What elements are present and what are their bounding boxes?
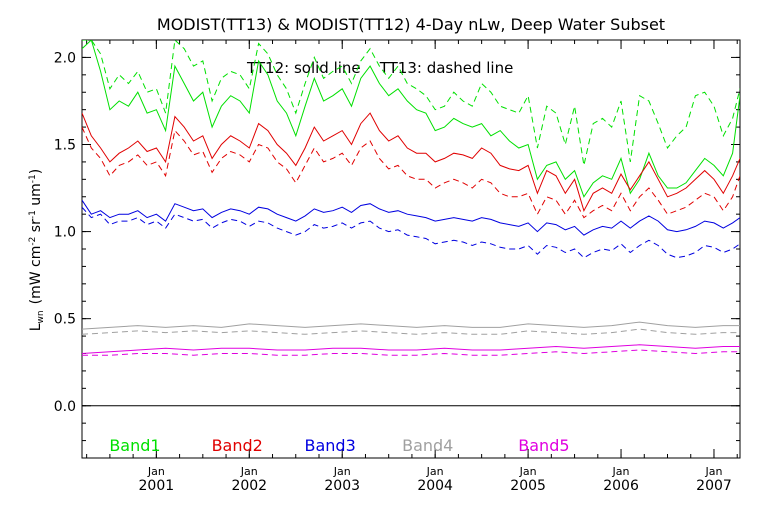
x-tick-year-label: 2005 (510, 478, 546, 494)
y-axis-label-sup-3: -1 (28, 174, 38, 183)
legend: Band1 Band2 Band3 Band4 Band5 (109, 436, 569, 455)
y-tick-label: 2.0 (54, 50, 76, 66)
band3-solid-line (82, 199, 740, 236)
plot-frame (81, 39, 741, 459)
band5-dashed-line (82, 349, 740, 356)
legend-band5: Band5 (518, 436, 569, 455)
x-tick-year-label: 2006 (603, 478, 639, 494)
band5-solid-line (82, 344, 740, 354)
legend-band1: Band1 (109, 436, 160, 455)
y-axis: 0.0 0.5 1.0 1.5 2.0 (54, 39, 740, 459)
x-axis: Jan2001Jan2002Jan2003Jan2004Jan2005Jan20… (86, 40, 738, 494)
x-tick-month-label: Jan (240, 465, 258, 478)
x-tick-year-label: 2003 (324, 478, 360, 494)
y-axis-label-units: (mW cm (28, 246, 44, 305)
chart-title: MODIST(TT13) & MODIST(TT12) 4-Day nLw, D… (157, 15, 665, 34)
band2-solid-line (82, 112, 740, 213)
series-layer (82, 40, 740, 356)
y-axis-label-sr: sr (28, 219, 44, 237)
y-axis-label-subscript: wn (36, 310, 46, 323)
band1-dashed-line (82, 40, 740, 166)
x-tick-year-label: 2001 (139, 478, 175, 494)
y-tick-label: 1.5 (54, 138, 76, 154)
x-tick-year-label: 2004 (417, 478, 453, 494)
x-tick-month-label: Jan (426, 465, 444, 478)
x-tick-month-label: Jan (147, 465, 165, 478)
y-axis-label-symbol: L (28, 323, 44, 331)
x-tick-year-label: 2002 (231, 478, 267, 494)
band4-dashed-line (82, 328, 740, 335)
y-tick-label: 0.0 (54, 399, 76, 415)
y-axis-label-um: um (28, 183, 44, 210)
y-axis-label-sup-1: -2 (28, 237, 38, 246)
x-tick-year-label: 2007 (696, 478, 732, 494)
y-tick-label: 0.5 (54, 312, 76, 328)
legend-band4: Band4 (402, 436, 453, 455)
band2-dashed-line (82, 126, 740, 219)
band3-dashed-line (82, 206, 740, 259)
y-axis-label-sup-2: -1 (28, 210, 38, 219)
x-tick-month-label: Jan (333, 465, 351, 478)
legend-band3: Band3 (305, 436, 356, 455)
band4-solid-line (82, 321, 740, 330)
y-axis-label: Lwn(mW cm-2 sr-1 um-1) (28, 169, 46, 332)
x-tick-month-label: Jan (704, 465, 722, 478)
y-axis-label-close: ) (28, 169, 44, 174)
x-tick-month-label: Jan (612, 465, 630, 478)
legend-band2: Band2 (212, 436, 263, 455)
x-tick-month-label: Jan (519, 465, 537, 478)
band1-solid-line (82, 40, 740, 198)
line-style-annotation: TT12: solid line TT13: dashed line (246, 59, 513, 77)
y-tick-label: 1.0 (54, 225, 76, 241)
